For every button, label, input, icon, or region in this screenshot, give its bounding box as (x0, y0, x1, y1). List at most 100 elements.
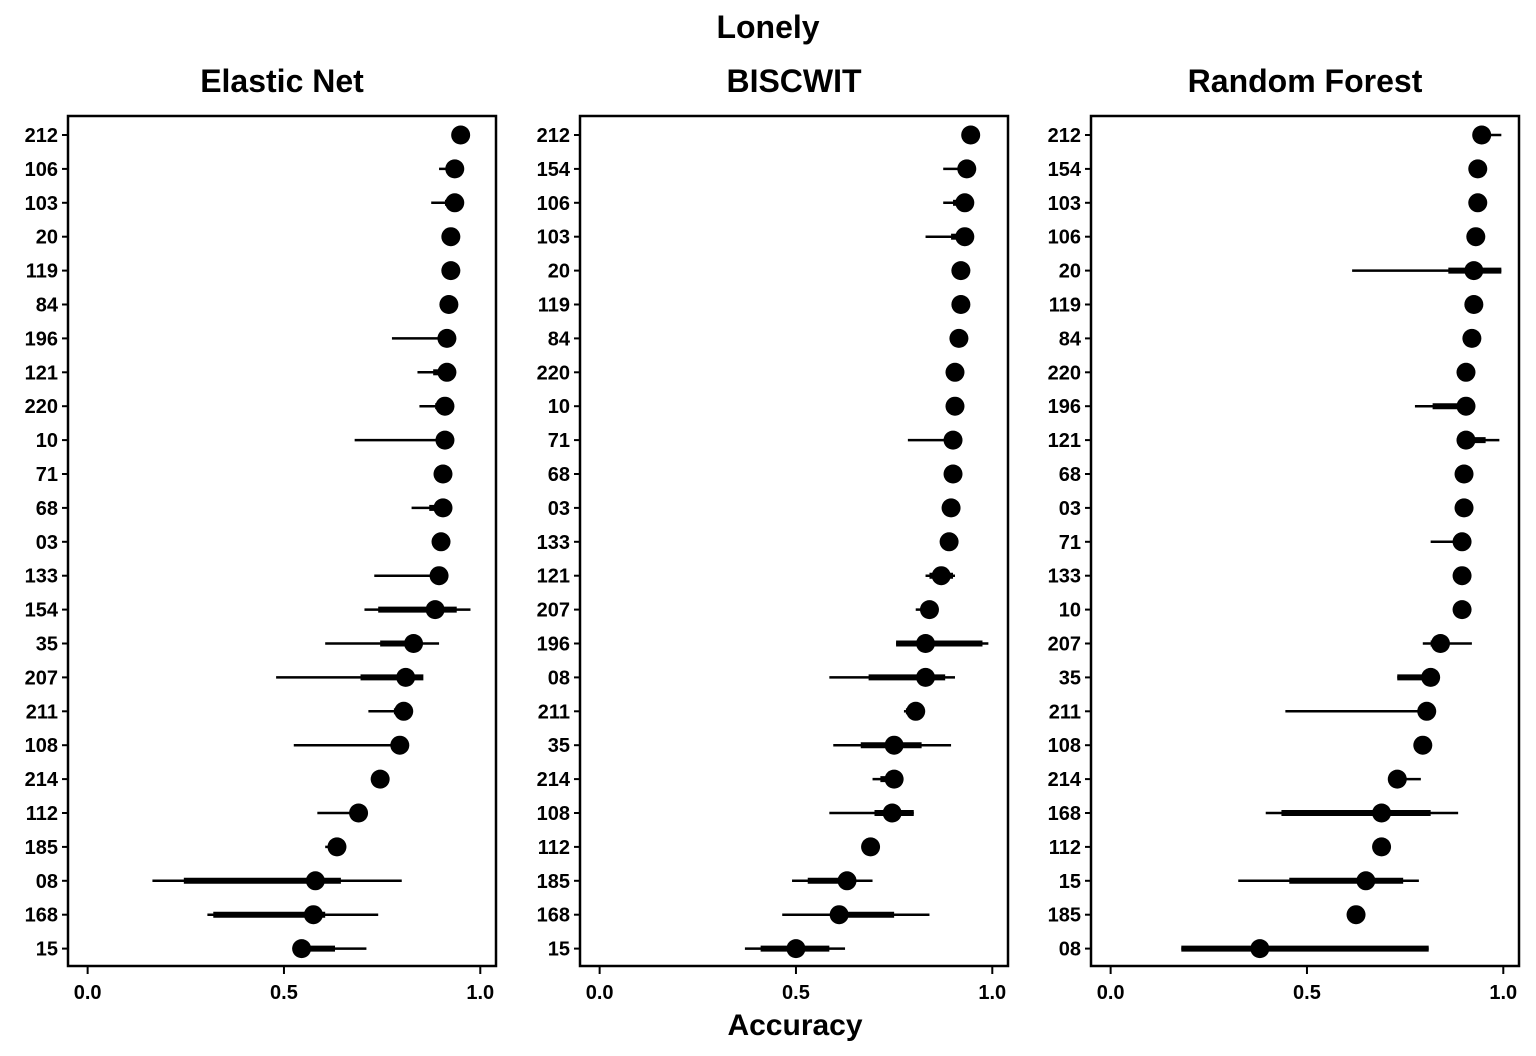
x-tick-label: 0.5 (782, 982, 810, 1004)
data-point (943, 430, 963, 450)
x-tick-label: 0.5 (1293, 982, 1321, 1004)
y-tick-label: 08 (1059, 939, 1081, 961)
data-point (945, 362, 965, 382)
data-point (955, 193, 975, 213)
y-tick-label: 207 (25, 667, 58, 689)
data-point (957, 159, 977, 179)
data-point (861, 837, 881, 857)
y-tick-label: 15 (36, 939, 58, 961)
y-tick-label: 121 (537, 566, 570, 588)
y-tick-label: 108 (537, 803, 570, 825)
y-tick-label: 68 (548, 464, 570, 486)
data-point (1452, 600, 1472, 620)
data-point (433, 498, 453, 518)
y-tick-label: 119 (538, 295, 570, 317)
y-tick-label: 154 (25, 600, 59, 622)
data-point (1468, 193, 1488, 213)
data-point (437, 362, 457, 382)
y-tick-label: 112 (538, 837, 570, 859)
panel-2: Random Forest 0.0 0.5 1.0 212 154 103 106 20 119 8… (1048, 63, 1521, 1004)
data-point (1466, 227, 1486, 247)
data-point (919, 600, 939, 620)
data-point (441, 261, 461, 281)
data-point (951, 295, 971, 314)
y-tick-label: 196 (537, 634, 570, 656)
y-tick-label: 08 (36, 871, 58, 893)
y-tick-label: 71 (36, 464, 58, 486)
data-point (1356, 871, 1376, 891)
data-point (445, 159, 465, 179)
y-tick-label: 154 (537, 159, 571, 181)
y-tick-label: 168 (537, 905, 570, 927)
data-point (404, 634, 424, 653)
y-tick-label: 103 (537, 227, 570, 249)
data-point (1454, 464, 1474, 484)
y-tick-label: 35 (36, 634, 58, 656)
y-tick-label: 103 (25, 193, 58, 215)
x-tick-label: 1.0 (1489, 982, 1517, 1004)
data-point (939, 532, 959, 552)
data-point (1421, 667, 1441, 687)
y-tick-label: 121 (1048, 430, 1081, 452)
y-tick-label: 207 (537, 600, 570, 622)
data-point (884, 735, 904, 755)
y-tick-label: 212 (537, 125, 570, 147)
y-tick-label: 119 (1049, 295, 1081, 317)
panel-title: Elastic Net (200, 63, 364, 99)
data-point (916, 667, 936, 687)
y-tick-label: 214 (25, 769, 59, 791)
y-tick-label: 154 (1048, 159, 1082, 181)
data-point (955, 227, 975, 247)
y-tick-label: 168 (25, 905, 58, 927)
data-point (1430, 634, 1450, 653)
y-tick-label: 71 (1059, 532, 1081, 554)
data-point (1250, 939, 1270, 959)
data-point (1456, 362, 1476, 382)
y-tick-label: 133 (25, 566, 58, 588)
y-tick-label: 220 (1048, 362, 1081, 384)
data-point (882, 803, 902, 823)
data-point (949, 328, 969, 348)
data-point (370, 769, 390, 789)
y-tick-label: 68 (36, 498, 58, 520)
x-tick-label: 0.5 (270, 982, 298, 1004)
y-tick-label: 35 (1059, 667, 1081, 689)
data-point (396, 667, 416, 687)
y-tick-label: 212 (25, 125, 58, 147)
data-point (433, 464, 453, 484)
x-tick-label: 0.0 (1097, 982, 1125, 1004)
data-point (1464, 295, 1484, 314)
y-tick-label: 119 (26, 261, 58, 283)
y-tick-label: 133 (1048, 566, 1081, 588)
y-tick-label: 08 (548, 667, 570, 689)
data-point (327, 837, 347, 857)
data-point (1468, 159, 1488, 179)
y-tick-label: 20 (1059, 261, 1081, 283)
figure-title: Lonely (716, 9, 819, 45)
y-tick-label: 196 (25, 328, 58, 350)
data-point (916, 634, 936, 653)
data-point (429, 566, 449, 586)
data-point (431, 532, 451, 552)
data-point (829, 905, 849, 925)
y-tick-label: 68 (1059, 464, 1081, 486)
y-tick-label: 220 (537, 362, 570, 384)
y-tick-label: 15 (1059, 871, 1081, 893)
data-point (445, 193, 465, 213)
data-point (786, 939, 806, 959)
y-tick-label: 106 (537, 193, 570, 215)
data-point (1462, 328, 1482, 348)
y-tick-label: 15 (548, 939, 570, 961)
panel-0: Elastic Net 0.0 0.5 1.0 212 106 103 20 119 84 196 1… (25, 63, 498, 1004)
y-tick-label: 20 (36, 227, 58, 249)
data-point (390, 735, 410, 755)
y-tick-label: 10 (1059, 600, 1081, 622)
y-tick-label: 20 (548, 261, 570, 283)
data-point (425, 600, 445, 620)
y-tick-label: 112 (1049, 837, 1081, 859)
data-point (1413, 735, 1433, 755)
data-point (1346, 905, 1366, 925)
data-point (1372, 803, 1392, 823)
panel-title: BISCWIT (726, 63, 862, 99)
